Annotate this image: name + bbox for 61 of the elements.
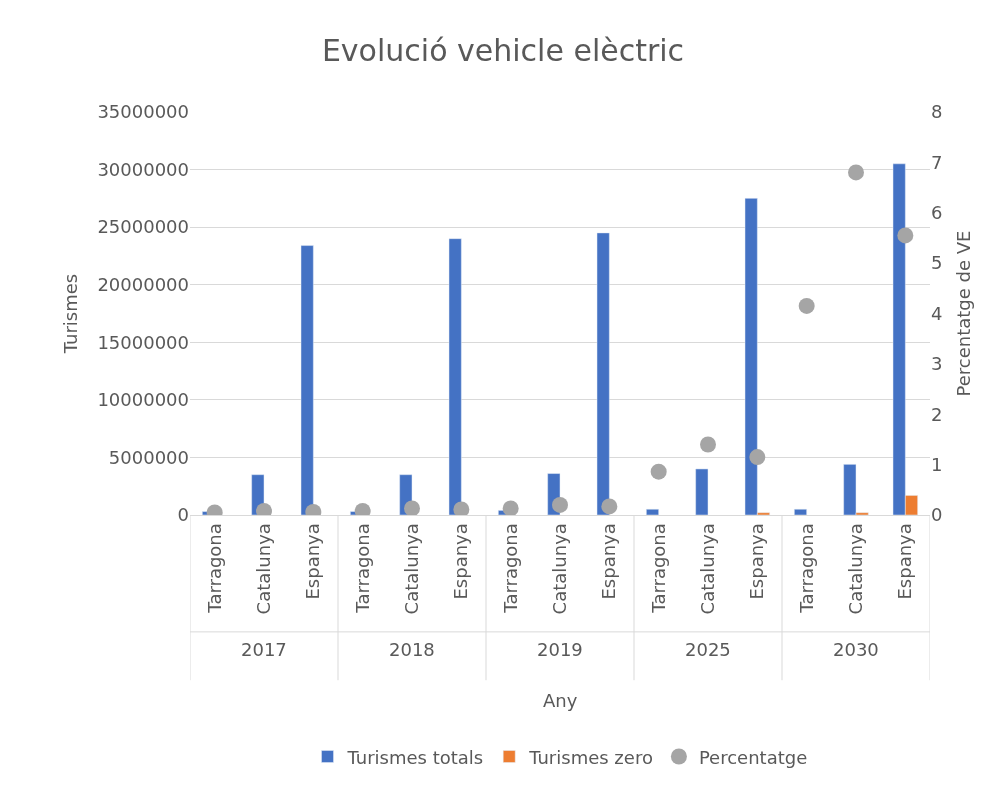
text: 2017 [241,639,287,660]
bar [695,468,709,515]
text: 2018 [389,639,435,660]
y2-tick-label: 1 [931,453,943,475]
y-tick-label: 30000000 [97,158,189,180]
x-tick-label: Espanya [894,523,916,600]
y-tick-label: 20000000 [97,274,189,296]
x-tick-label: Espanya [450,523,472,600]
y2-tick-label: 3 [931,353,943,375]
point [552,496,568,513]
y2-axis-title: Percentatge de VE [952,230,974,397]
bar [794,508,807,515]
y2-tick-label: 5 [931,252,943,274]
y2-tick-label: 4 [931,302,943,324]
point [650,463,667,480]
legend-label: Turismes zero [528,746,653,768]
x-tick-label: Espanya [302,523,324,600]
y-tick-label: 5000000 [108,446,189,468]
x-tick-label: Tarragona [647,523,669,614]
point [502,500,519,515]
y2-tick-label: 0 [931,504,943,526]
y-tick-label: 10000000 [97,389,189,411]
x-tick-label: Catalunya [844,523,866,615]
point [404,500,420,515]
bar [646,508,659,515]
y-tick-label: 15000000 [97,331,189,353]
x-tick-label: Tarragona [203,523,225,614]
x-tick-label: Tarragona [499,523,521,614]
legend-label: Percentatge [698,746,808,768]
point [601,498,618,515]
y-tick-label: 25000000 [97,216,189,238]
y-tick-label: 35000000 [97,101,189,123]
point [897,227,914,244]
y-axis-title: Turismes [59,273,81,355]
point [453,501,470,515]
x-tick-label: Catalunya [696,523,718,615]
x-tick-label: Tarragona [351,523,373,614]
point [848,164,864,181]
x-tick-label: Catalunya [252,523,274,615]
y2-tick-label: 7 [931,151,943,173]
y2-tick-label: 8 [931,101,943,123]
x-axis-title: Any [543,690,578,711]
x-tick-label: Catalunya [548,523,570,615]
y-tick-label: 0 [177,504,189,526]
text: 2019 [537,639,583,660]
y2-tick-label: 6 [931,202,943,224]
x-tick-label: Tarragona [795,523,817,614]
bar [300,245,314,515]
x-tick-label: Espanya [598,523,620,600]
legend-label: Turismes totals [346,746,484,768]
bar [448,238,462,515]
y2-tick-label: 2 [931,403,943,425]
x-tick-label: Catalunya [400,523,422,615]
point [749,449,766,466]
point [798,297,815,314]
chart-title: Evolució vehicle elèctric [321,33,685,69]
bar [596,232,610,515]
text: 2025 [685,639,731,660]
x-tick-label: Espanya [746,523,768,600]
text: 2030 [833,639,879,660]
point [700,436,716,453]
